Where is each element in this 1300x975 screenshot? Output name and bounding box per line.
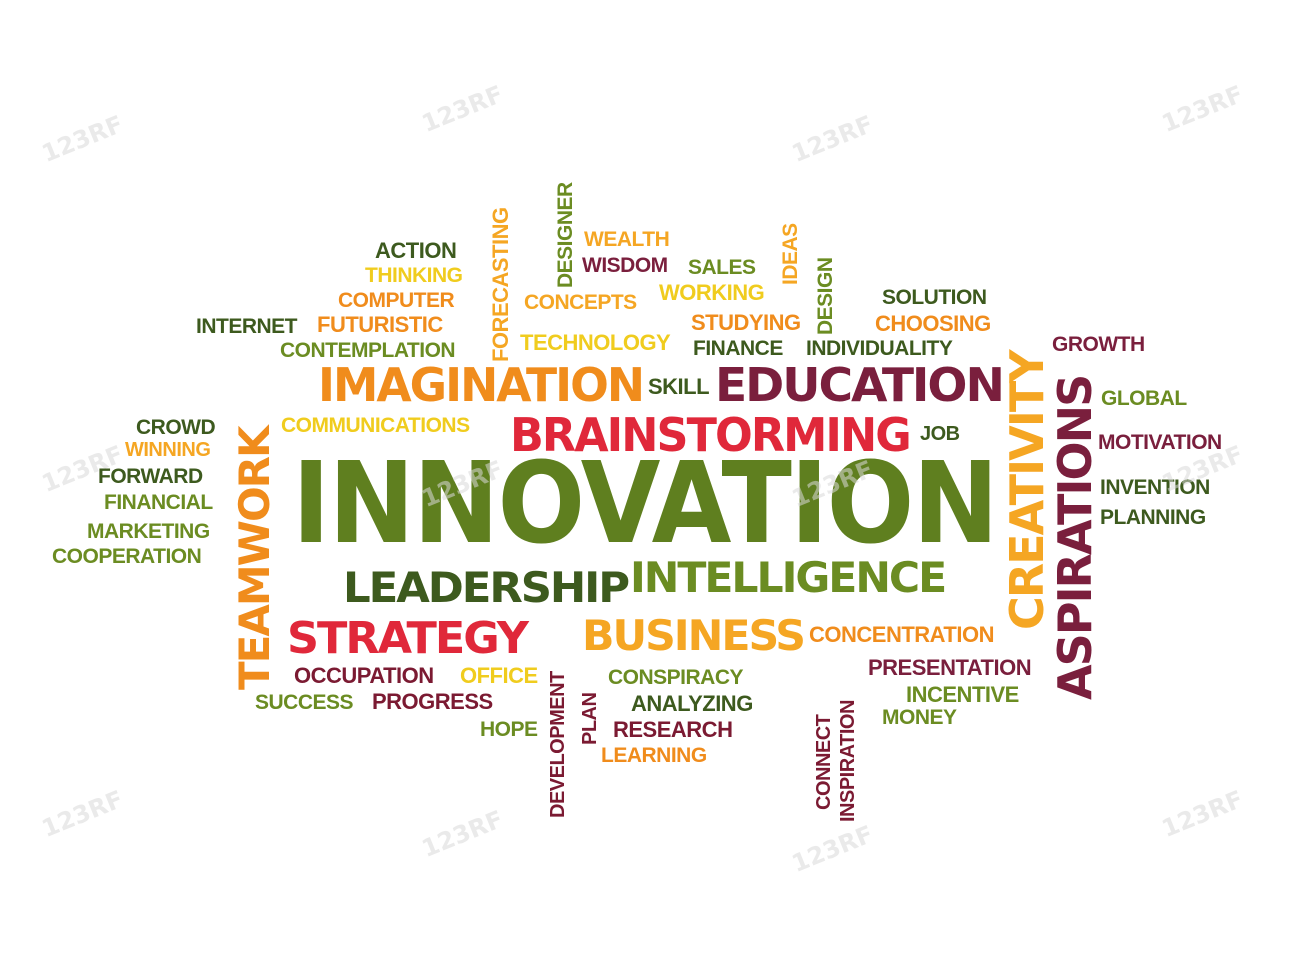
word-intelligence: INTELLIGENCE xyxy=(630,553,947,602)
word-learning: LEARNING xyxy=(601,744,707,767)
word-crowd: CROWD xyxy=(136,416,216,439)
word-progress: PROGRESS xyxy=(372,689,493,714)
word-cooperation: COOPERATION xyxy=(52,545,202,568)
word-internet: INTERNET xyxy=(196,315,298,338)
word-global: GLOBAL xyxy=(1101,387,1187,410)
word-money: MONEY xyxy=(882,706,957,729)
word-winning: WINNING xyxy=(125,439,211,461)
word-creativity: CREATIVITY xyxy=(1000,351,1054,630)
word-planning: PLANNING xyxy=(1100,506,1206,529)
word-analyzing: ANALYZING xyxy=(631,691,753,716)
word-job: JOB xyxy=(920,423,960,445)
word-office: OFFICE xyxy=(460,663,538,688)
word-aspirations: ASPIRATIONS xyxy=(1048,375,1102,700)
word-occupation: OCCUPATION xyxy=(294,663,434,688)
word-motivation: MOTIVATION xyxy=(1098,431,1222,454)
word-incentive: INCENTIVE xyxy=(906,682,1019,707)
word-designer: DESIGNER xyxy=(554,182,577,288)
word-leadership: LEADERSHIP xyxy=(343,563,630,612)
word-brainstorming: BRAINSTORMING xyxy=(510,408,912,462)
word-skill: SKILL xyxy=(648,374,710,399)
word-working: WORKING xyxy=(659,280,765,305)
word-thinking: THINKING xyxy=(365,264,463,287)
word-inspiration: INSPIRATION xyxy=(837,700,859,822)
word-individuality: INDIVIDUALITY xyxy=(806,337,953,360)
word-marketing: MARKETING xyxy=(87,520,210,543)
word-imagination: IMAGINATION xyxy=(318,358,645,412)
word-conspiracy: CONSPIRACY xyxy=(608,666,744,689)
word-technology: TECHNOLOGY xyxy=(520,330,671,355)
word-contemplation: CONTEMPLATION xyxy=(280,339,456,362)
word-action: ACTION xyxy=(375,238,457,263)
word-concentration: CONCENTRATION xyxy=(809,622,994,647)
word-connect: CONNECT xyxy=(813,714,835,810)
word-strategy: STRATEGY xyxy=(287,613,529,664)
word-plan: PLAN xyxy=(579,692,601,745)
word-concepts: CONCEPTS xyxy=(524,291,637,314)
word-teamwork: TEAMWORK xyxy=(230,427,279,690)
word-growth: GROWTH xyxy=(1052,333,1145,356)
word-forward: FORWARD xyxy=(98,465,203,488)
word-education: EDUCATION xyxy=(715,358,1005,412)
word-finance: FINANCE xyxy=(693,337,783,360)
word-innovation: INNOVATION xyxy=(292,439,999,569)
word-business: BUSINESS xyxy=(582,611,806,660)
word-studying: STUDYING xyxy=(691,310,801,335)
word-solution: SOLUTION xyxy=(882,286,987,309)
word-futuristic: FUTURISTIC xyxy=(317,312,443,337)
word-communications: COMMUNICATIONS xyxy=(281,414,470,437)
word-choosing: CHOOSING xyxy=(875,311,991,336)
word-ideas: IDEAS xyxy=(779,223,802,285)
word-forecasting: FORECASTING xyxy=(488,207,513,362)
word-invention: INVENTION xyxy=(1100,476,1210,499)
word-hope: HOPE xyxy=(480,718,538,741)
word-sales: SALES xyxy=(688,256,756,279)
word-financial: FINANCIAL xyxy=(104,491,213,514)
word-wisdom: WISDOM xyxy=(582,254,668,277)
word-design: DESIGN xyxy=(814,257,837,335)
word-development: DEVELOPMENT xyxy=(547,671,569,818)
word-research: RESEARCH xyxy=(613,717,733,742)
word-success: SUCCESS xyxy=(255,691,354,714)
word-computer: COMPUTER xyxy=(338,289,455,312)
word-presentation: PRESENTATION xyxy=(868,655,1032,680)
word-wealth: WEALTH xyxy=(584,228,670,251)
